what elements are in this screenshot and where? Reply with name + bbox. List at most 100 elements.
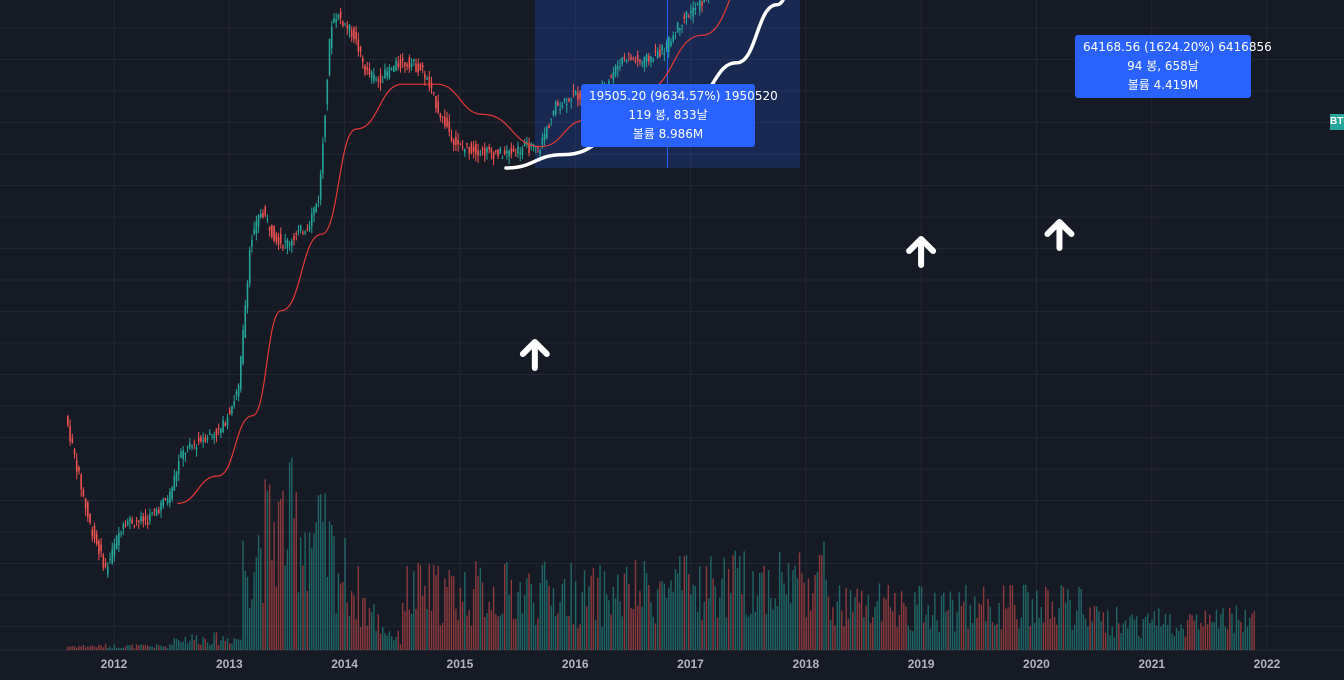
candle-body-12	[93, 525, 96, 540]
volume-bar-282	[692, 584, 694, 650]
volume-bar-535	[1253, 611, 1255, 650]
candle-body-57	[193, 443, 196, 445]
volume-bar-188	[484, 617, 486, 650]
volume-bar-487	[1147, 613, 1149, 650]
volume-bar-359	[863, 617, 865, 650]
candle-body-60	[200, 436, 202, 442]
candle-body-61	[202, 439, 204, 442]
volume-bar-504	[1184, 636, 1187, 650]
volume-bar-374	[896, 627, 898, 650]
candle-body-54	[186, 447, 189, 449]
volume-bar-168	[439, 625, 442, 650]
candle-body-173	[450, 136, 453, 141]
volume-bar-419	[996, 624, 998, 650]
candle-body-114	[319, 173, 322, 200]
volume-bar-264	[652, 616, 654, 650]
volume-bar-186	[479, 567, 481, 650]
price-axis-symbol-tag[interactable]: BTC	[1330, 114, 1344, 130]
volume-bar-294	[719, 597, 721, 650]
volume-bar-427	[1013, 604, 1016, 650]
volume-bar-124	[342, 581, 344, 650]
volume-bar-28	[129, 645, 131, 650]
volume-bar-289	[707, 598, 710, 650]
candle-body-259	[641, 62, 643, 64]
candle-body-22	[115, 536, 118, 550]
candle-body-110	[310, 213, 313, 226]
candle-body-44	[164, 498, 167, 500]
volume-bar-254	[630, 607, 632, 650]
volume-bar-407	[969, 604, 972, 650]
volume-bar-130	[355, 619, 357, 650]
volume-bar-256	[634, 560, 637, 650]
volume-bar-443	[1049, 618, 1051, 650]
volume-bar-41	[158, 645, 160, 650]
volume-bar-505	[1186, 620, 1189, 650]
volume-bar-151	[401, 602, 404, 650]
candle-body-121	[335, 19, 337, 23]
volume-bar-484	[1140, 637, 1142, 650]
volume-bar-80	[244, 571, 246, 650]
volume-bar-495	[1164, 614, 1167, 650]
volume-bar-340	[821, 555, 823, 650]
volume-bar-149	[397, 630, 399, 650]
volume-bar-433	[1027, 591, 1029, 650]
candle-body-56	[191, 445, 193, 448]
volume-bar-19	[109, 646, 111, 650]
volume-bar-181	[468, 609, 470, 650]
volume-bar-406	[967, 628, 969, 650]
volume-bar-382	[914, 592, 916, 650]
volume-bar-82	[248, 608, 251, 650]
volume-bar-10	[89, 646, 91, 650]
volume-bar-356	[856, 588, 858, 650]
volume-bar-440	[1042, 622, 1045, 650]
volume-bar-171	[446, 586, 448, 650]
volume-bar-6	[80, 646, 82, 650]
volume-bar-237	[592, 567, 595, 650]
volume-bar-148	[395, 636, 397, 650]
volume-bar-293	[716, 617, 719, 650]
volume-bar-442	[1047, 589, 1049, 650]
volume-bar-60	[200, 644, 202, 650]
volume-bar-228	[572, 624, 575, 650]
candle-body-276	[679, 28, 681, 30]
candle-body-6	[80, 474, 82, 490]
candle-body-132	[359, 47, 362, 52]
measure-2-line-2: 94 봉, 658날	[1127, 59, 1199, 73]
volume-bar-284	[696, 612, 699, 650]
volume-bar-140	[377, 614, 380, 650]
volume-bar-35	[144, 644, 147, 650]
volume-bar-219	[552, 588, 555, 650]
volume-bar-490	[1153, 610, 1156, 650]
volume-bar-111	[313, 533, 315, 650]
volume-bar-162	[426, 608, 428, 650]
volume-bar-102	[293, 518, 295, 650]
volume-bar-403	[960, 605, 963, 650]
volume-bar-161	[424, 585, 426, 650]
x-tick-2019: 2019	[908, 657, 935, 671]
volume-bar-452	[1069, 600, 1071, 650]
candle-body-120	[333, 18, 335, 23]
candle-body-89	[264, 206, 267, 216]
volume-bar-453	[1071, 629, 1074, 650]
volume-bar-404	[962, 601, 965, 650]
candle-body-123	[339, 11, 342, 19]
volume-bar-474	[1118, 623, 1120, 650]
volume-bar-362	[869, 622, 872, 650]
volume-bar-469	[1107, 610, 1109, 650]
candle-body-263	[650, 56, 652, 63]
volume-bar-2	[71, 646, 74, 650]
volume-bar-507	[1191, 615, 1193, 650]
volume-bar-522	[1224, 626, 1227, 650]
candle-body-13	[95, 533, 98, 545]
candle-body-67	[215, 428, 218, 436]
volume-bar-109	[308, 532, 311, 650]
candle-body-17	[104, 563, 107, 567]
volume-bar-429	[1018, 628, 1020, 650]
volume-bar-212	[537, 618, 539, 650]
volume-bar-103	[295, 491, 297, 650]
candle-body-270	[665, 42, 668, 49]
candle-body-287	[703, 0, 706, 3]
candle-body-201	[512, 148, 515, 152]
measure-1-line-2: 119 봉, 833날	[628, 108, 708, 122]
